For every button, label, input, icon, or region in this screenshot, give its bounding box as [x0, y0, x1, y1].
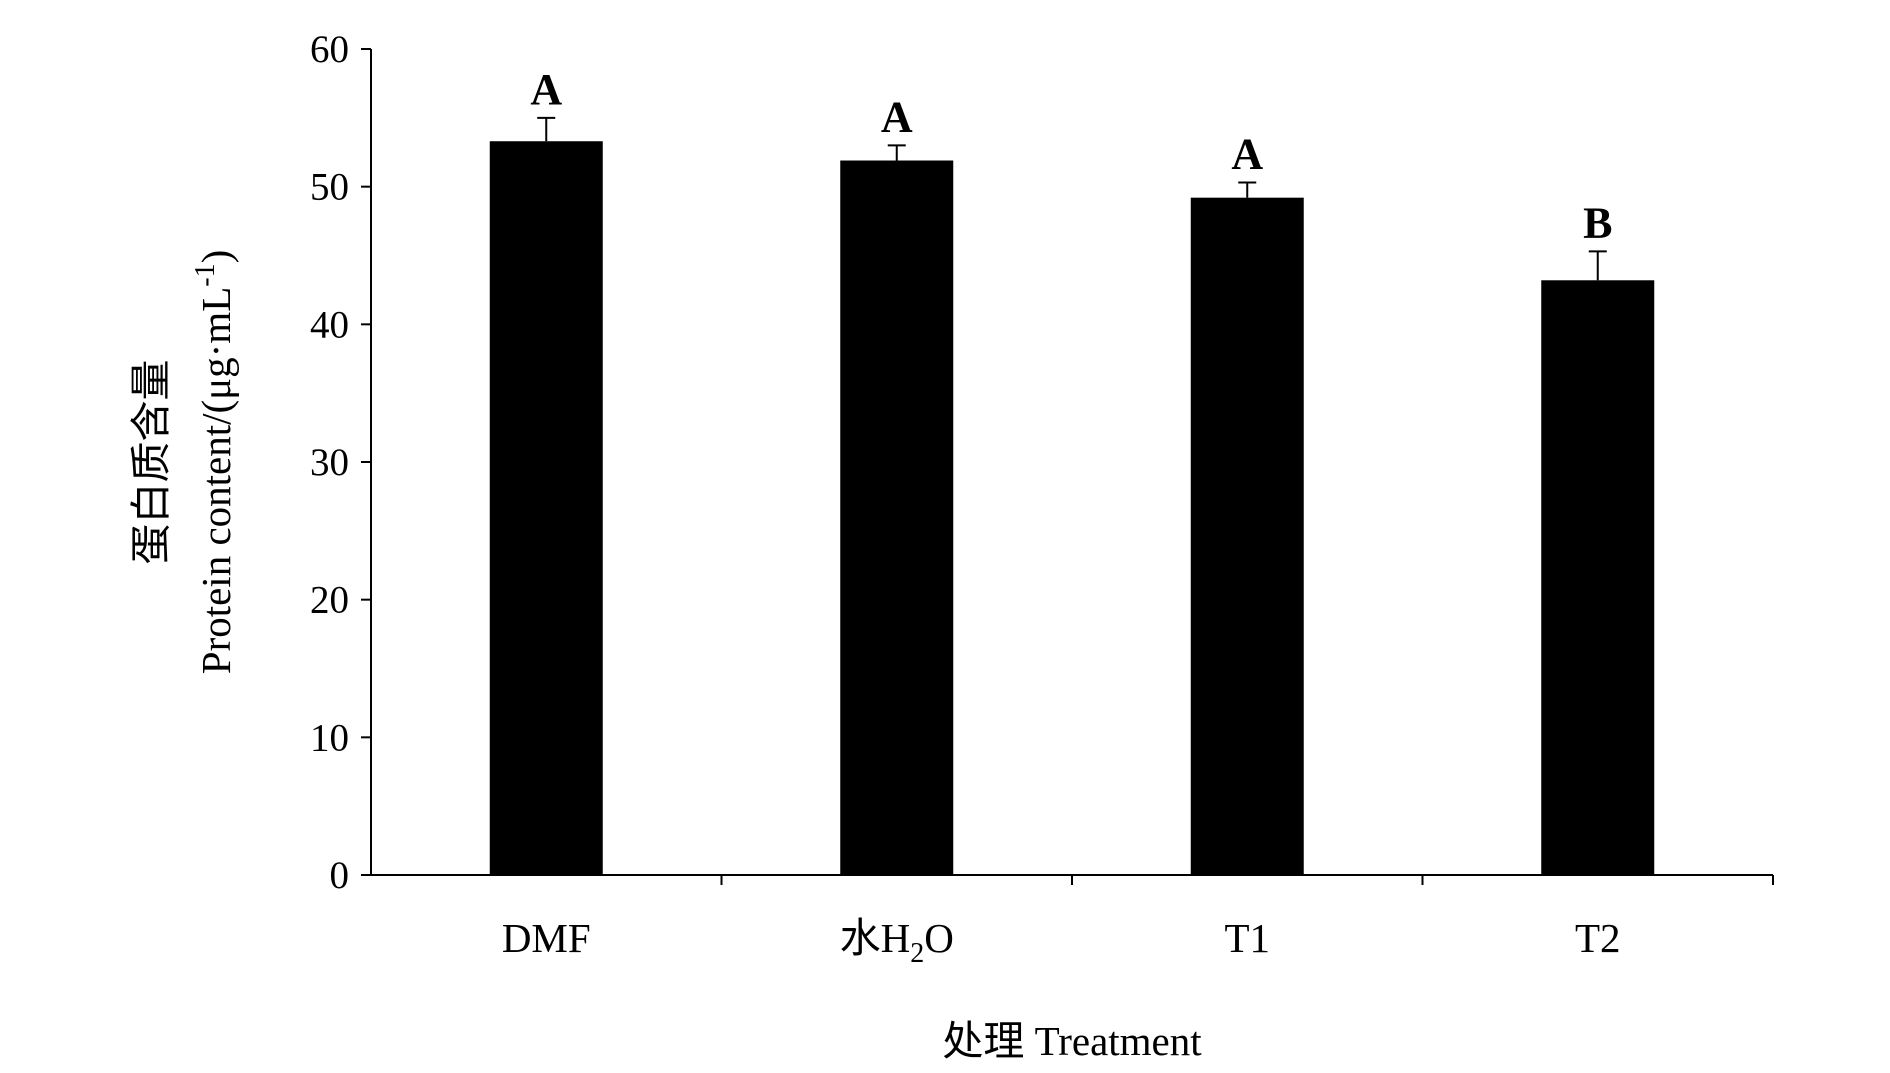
bar-DMF: [489, 141, 603, 875]
y-tick-label: 20: [310, 579, 349, 622]
bar-T1: [1190, 197, 1304, 875]
axes: 0 10 20 30 40 50 60 DMF 水H2O T1 T2: [310, 28, 1774, 969]
y-tick-label: 40: [310, 303, 349, 346]
y-tick-label: 10: [310, 716, 349, 759]
x-tick-label: DMF: [502, 915, 591, 961]
x-tick-label: 水H2O: [840, 915, 954, 969]
y-axis-label-cn: 蛋白质含量: [128, 360, 174, 565]
x-tick-label: T2: [1575, 915, 1621, 961]
y-axis-label-en: Protein content/(μg·mL-1): [190, 250, 239, 674]
significance-label: A: [881, 92, 913, 141]
significance-label: B: [1583, 198, 1612, 247]
x-axis-label: 处理 Treatment: [942, 1018, 1202, 1064]
bars: A A A B: [489, 65, 1655, 875]
y-tick-label: 0: [330, 854, 350, 897]
bar-水H2O: [840, 160, 954, 875]
significance-label: A: [1231, 130, 1263, 179]
y-tick-label: 50: [310, 166, 349, 209]
significance-label: A: [530, 65, 562, 114]
y-tick-label: 60: [310, 28, 349, 71]
x-tick-label: T1: [1224, 915, 1270, 961]
y-tick-label: 30: [310, 441, 349, 484]
bar-T2: [1541, 280, 1655, 875]
labels: 处理 Treatment 蛋白质含量 Protein content/(μg·m…: [128, 250, 1202, 1064]
